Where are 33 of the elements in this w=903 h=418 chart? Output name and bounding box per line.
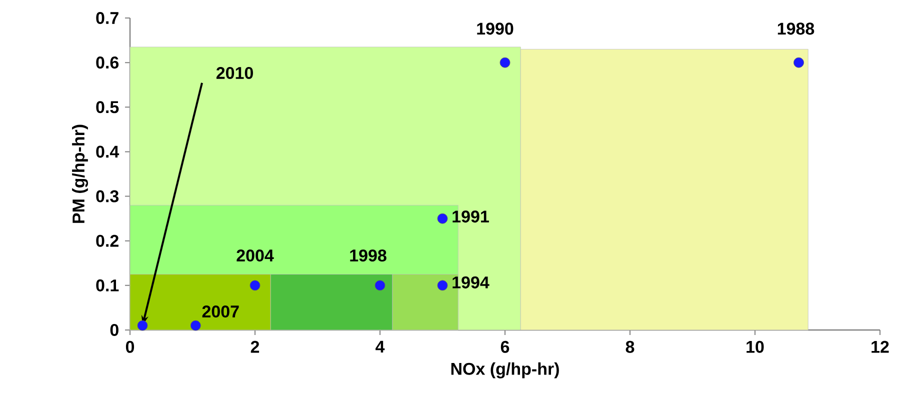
y-tick-label: 0.3: [96, 190, 119, 202]
annotation: 2010: [216, 66, 253, 79]
point: [794, 57, 804, 68]
y-axis-title: PM (g/hp-hr): [72, 124, 88, 223]
point: [437, 213, 448, 224]
point: [437, 280, 448, 291]
point: [137, 320, 148, 331]
y-tick-label: 0.1: [96, 279, 119, 292]
y-tick-label: 0.5: [96, 101, 119, 114]
annotation: 1998: [350, 250, 386, 262]
y-tick-label: 0.2: [96, 234, 118, 247]
x-tick-label: 12: [872, 340, 889, 353]
annotation: 2007: [202, 306, 239, 318]
annotation: 1994: [452, 276, 490, 288]
x-tick-label: 4: [376, 340, 385, 353]
annotation: 1990: [477, 22, 514, 35]
x-tick-label: 10: [746, 340, 764, 353]
x-axis-title: NOx (g/hp-hr): [451, 362, 559, 378]
x-tick-label: 6: [500, 340, 510, 353]
x-tick-label: 0: [126, 340, 134, 353]
annotation: 2004: [236, 250, 274, 262]
annotation: 1988: [778, 22, 814, 35]
point: [190, 320, 201, 331]
y-tick-label: 0.4: [96, 146, 120, 158]
y-tick-label: 0: [110, 324, 118, 336]
y-tick-label: 0.7: [96, 12, 118, 24]
annotation: 1991: [452, 210, 489, 223]
point: [250, 280, 260, 291]
y-tick-label: 0.6: [96, 56, 119, 69]
x-tick-label: 2: [250, 340, 260, 353]
point: [500, 57, 510, 68]
point: [374, 280, 386, 291]
x-tick-label: 8: [626, 340, 634, 353]
